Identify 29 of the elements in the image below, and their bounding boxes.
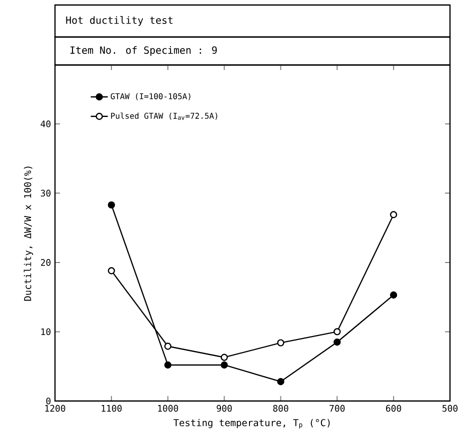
y-tick-label: 30 (40, 190, 50, 197)
y-tick-label: 10 (41, 328, 50, 336)
x-tick-label: 1200 (45, 404, 66, 412)
point (390, 211, 398, 218)
x-tick-label: 1100 (102, 404, 122, 412)
y-tick-label: 20 (40, 259, 50, 266)
x-tick-label: 600 (386, 404, 402, 412)
point (277, 339, 284, 346)
point (334, 328, 341, 336)
chart-subtitle: Item No. of Specimen : 9 (70, 46, 217, 56)
point (220, 361, 228, 369)
point (390, 291, 398, 299)
point (108, 201, 116, 209)
x-tick-label: 800 (273, 404, 288, 412)
x-tick-label: 1000 (158, 404, 178, 412)
point (334, 338, 341, 346)
point (164, 361, 172, 369)
y-tick-label: 40 (40, 120, 50, 128)
point (277, 378, 284, 386)
point (220, 354, 228, 361)
x-tick-label: 900 (216, 404, 232, 412)
x-tick-label: 700 (330, 404, 345, 412)
y-tick-label: 0 (46, 398, 50, 404)
chart-title: Hot ductility test (66, 16, 172, 26)
point (164, 342, 172, 350)
text: Testing temperature, T$_{p}$ (°C) (174, 418, 330, 428)
y-axis-title: Ductility, ΔW/W x 100(%) (24, 166, 34, 301)
x-tick-label: 500 (442, 404, 458, 412)
point (108, 267, 116, 274)
